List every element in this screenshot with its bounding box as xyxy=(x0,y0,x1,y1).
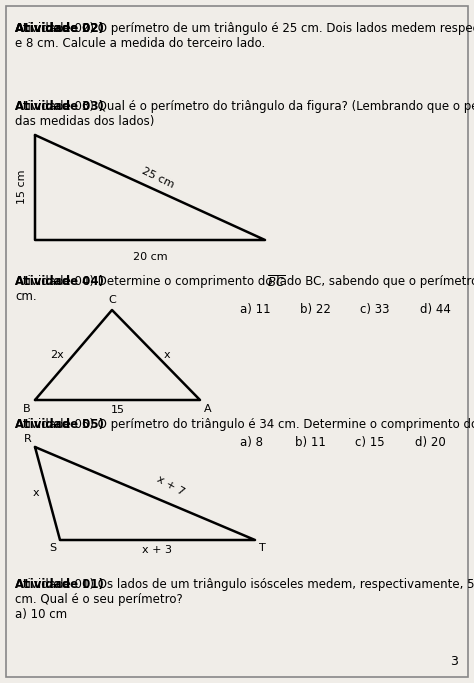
Text: S: S xyxy=(49,543,56,553)
Text: a) 10 cm: a) 10 cm xyxy=(15,608,67,621)
Text: 15 cm: 15 cm xyxy=(17,170,27,204)
Text: 15: 15 xyxy=(110,405,125,415)
Text: 3: 3 xyxy=(450,655,458,668)
Text: x + 3: x + 3 xyxy=(143,545,173,555)
Text: b) 11: b) 11 xyxy=(295,436,326,449)
Text: a) 8: a) 8 xyxy=(240,436,263,449)
Text: x: x xyxy=(33,488,39,499)
Text: R: R xyxy=(24,434,32,444)
Text: x: x xyxy=(164,350,171,360)
Text: b) 22: b) 22 xyxy=(300,303,331,316)
Text: $\overline{BC}$: $\overline{BC}$ xyxy=(267,275,285,290)
Text: Atividade 02): Atividade 02) xyxy=(15,22,104,35)
Text: Atividade 05): Atividade 05) xyxy=(15,418,104,431)
Text: Atividade 02) O perímetro de um triângulo é 25 cm. Dois lados medem respectivame: Atividade 02) O perímetro de um triângul… xyxy=(15,22,474,50)
Text: Atividade 02): Atividade 02) xyxy=(15,22,104,35)
Text: d) 20: d) 20 xyxy=(415,436,446,449)
Text: Atividade 04): Atividade 04) xyxy=(15,275,104,288)
Text: 20 cm: 20 cm xyxy=(133,252,167,262)
Text: T: T xyxy=(259,543,266,553)
Text: Atividade 01) Os lados de um triângulo isósceles medem, respectivamente, 5 cm, 5: Atividade 01) Os lados de um triângulo i… xyxy=(15,578,474,606)
Text: C: C xyxy=(108,295,116,305)
Text: c) 15: c) 15 xyxy=(355,436,384,449)
Text: Atividade 03): Atividade 03) xyxy=(15,100,104,113)
Text: d) 44: d) 44 xyxy=(420,303,451,316)
Text: Atividade 04) Determine o comprimento do lado BC, sabendo que o perímetro do ∆ A: Atividade 04) Determine o comprimento do… xyxy=(15,275,474,303)
Text: 25 cm: 25 cm xyxy=(140,166,176,190)
Text: A: A xyxy=(204,404,211,414)
Text: a) 11: a) 11 xyxy=(240,303,271,316)
Text: x + 7: x + 7 xyxy=(155,474,186,497)
Text: c) 33: c) 33 xyxy=(360,303,390,316)
Text: Atividade 01): Atividade 01) xyxy=(15,578,104,591)
Text: 2x: 2x xyxy=(50,350,64,360)
Text: B: B xyxy=(23,404,31,414)
Text: Atividade 05) O perímetro do triângulo é 34 cm. Determine o comprimento do menor: Atividade 05) O perímetro do triângulo é… xyxy=(15,418,474,431)
Text: Atividade 03) Qual é o perímetro do triângulo da figura? (Lembrando que o períme: Atividade 03) Qual é o perímetro do triâ… xyxy=(15,100,474,128)
